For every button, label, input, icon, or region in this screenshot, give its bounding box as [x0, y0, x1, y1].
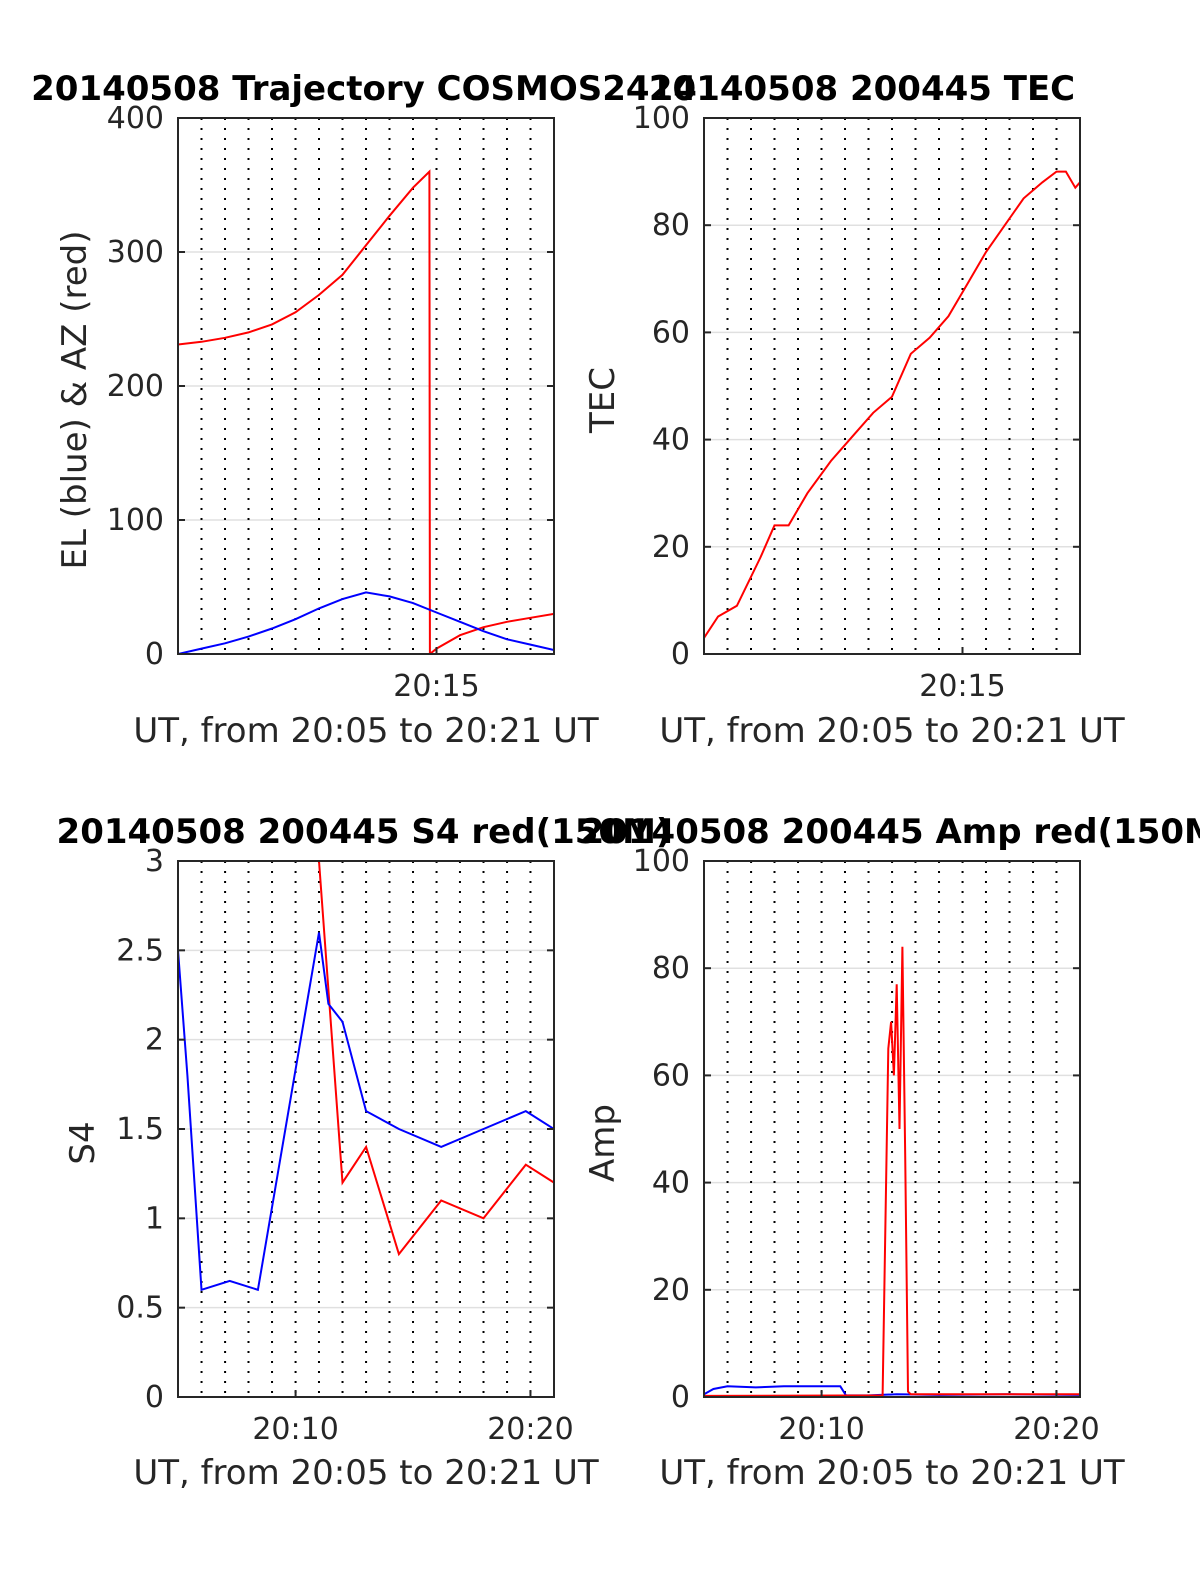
y-tick-label: 60 [652, 315, 690, 350]
y-axis-label: Amp [583, 1104, 623, 1182]
chart-panel-4: 0 20 40 60 80 100 20:10 20:20 20140508 200445 Am… [581, 812, 1200, 1493]
y-tick-label: 2.5 [116, 933, 164, 968]
chart-title: 20140508 Trajectory COSMOS2414 [31, 69, 697, 109]
x-tick-label: 20:20 [1013, 1412, 1099, 1447]
y-tick-label: 100 [633, 844, 690, 879]
x-axis-label: UT, from 20:05 to 20:21 UT [133, 711, 599, 751]
axes-box [703, 860, 1081, 1398]
y-tick-label: 0 [671, 637, 690, 672]
y-tick-label: 0 [671, 1380, 690, 1415]
y-tick-label: 1.5 [116, 1112, 164, 1147]
series-line-1 [178, 861, 554, 1257]
y-tick-label: 100 [107, 503, 164, 538]
chart-title: 20140508 200445 TEC [649, 69, 1075, 109]
chart-title: 20140508 200445 S4 red(150M) [57, 812, 672, 852]
y-tick-label: 80 [652, 951, 690, 986]
y-tick-label: 0 [145, 637, 164, 672]
y-tick-label: 40 [652, 1166, 690, 1201]
x-tick-label: 20:20 [487, 1412, 573, 1447]
chart-title: 20140508 200445 Amp red(150M) [581, 812, 1200, 852]
y-tick-label: 0 [145, 1380, 164, 1415]
y-axis-label: TEC [583, 367, 623, 434]
y-tick-label: 20 [652, 1273, 690, 1308]
y-tick-label: 100 [633, 101, 690, 136]
y-tick-label: 300 [107, 235, 164, 270]
y-tick-label: 40 [652, 423, 690, 458]
y-tick-label: 60 [652, 1058, 690, 1093]
y-tick-label: 400 [107, 101, 164, 136]
x-axis-label: UT, from 20:05 to 20:21 UT [659, 711, 1125, 751]
y-tick-label: 3 [145, 844, 164, 879]
y-tick-label: 80 [652, 208, 690, 243]
series-line-1 [178, 169, 554, 654]
plot-area [704, 861, 1080, 1397]
series-line-1 [704, 170, 1080, 639]
x-tick-label: 20:15 [393, 669, 479, 704]
series-line-2 [178, 932, 554, 1292]
y-tick-label: 1 [145, 1201, 164, 1236]
x-tick-label: 20:10 [778, 1412, 864, 1447]
x-axis-label: UT, from 20:05 to 20:21 UT [659, 1453, 1125, 1493]
series-line-2 [704, 946, 1080, 1397]
y-tick-label: 20 [652, 530, 690, 565]
axes-box [703, 117, 1081, 655]
y-tick-label: 200 [107, 369, 164, 404]
x-tick-label: 20:15 [919, 669, 1005, 704]
x-tick-label: 20:10 [252, 1412, 338, 1447]
y-axis-label: S4 [63, 1121, 103, 1164]
chart-panel-2: 0 20 40 60 80 100 20:15 20140508 200445 TEC UT, … [583, 69, 1125, 751]
y-axis-label: EL (blue) & AZ (red) [55, 230, 95, 569]
chart-panel-3: 0 0.5 1 1.5 2 2.5 3 20:10 20:20 20140508 200445 S… [57, 812, 672, 1493]
y-tick-label: 2 [145, 1023, 164, 1058]
series-line-2 [178, 591, 554, 654]
y-tick-label: 0.5 [116, 1291, 164, 1326]
x-axis-label: UT, from 20:05 to 20:21 UT [133, 1453, 599, 1493]
